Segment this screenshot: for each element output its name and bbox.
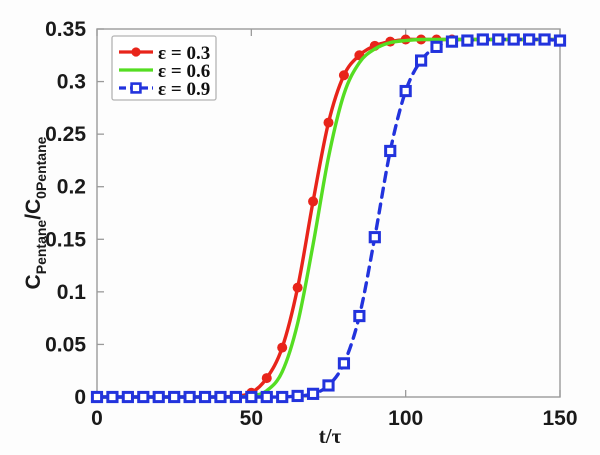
legend-entry-2: ε = 0.6 [119, 61, 210, 82]
x-axis-title: t/τ [319, 424, 342, 448]
data-point [90, 390, 104, 404]
data-point [308, 196, 319, 207]
data-point [137, 390, 150, 404]
data-point [198, 390, 212, 404]
x-axis-title-denominator: τ [332, 424, 342, 448]
data-point [415, 54, 428, 67]
data-point [229, 390, 243, 404]
data-point [538, 33, 551, 46]
legend: ε = 0.3ε = 0.6ε = 0.9 [111, 35, 217, 101]
data-point [399, 84, 412, 98]
data-point [323, 117, 334, 128]
data-point [553, 34, 567, 47]
y-tick-label: 0.05 [45, 333, 86, 356]
data-point [168, 390, 181, 404]
y-tick-label: 0.1 [57, 281, 87, 304]
data-point [337, 357, 351, 370]
data-point [368, 231, 381, 244]
series-group [90, 33, 567, 404]
data-point [507, 33, 520, 46]
y-tick-label: 0.2 [57, 176, 86, 199]
data-point [476, 33, 489, 46]
x-tick-label: 0 [91, 407, 103, 430]
y-tick-label: 0.35 [45, 18, 86, 41]
data-point [430, 40, 443, 53]
series-3 [90, 33, 567, 404]
x-tick-label: 50 [240, 407, 263, 430]
legend-entry-3: ε = 0.9 [119, 79, 210, 100]
y-tick-label: 0.25 [45, 123, 86, 146]
data-point [106, 390, 119, 404]
legend-entry-label: ε = 0.6 [158, 61, 210, 82]
svg-text:CPentane/C0Pentane: CPentane/C0Pentane [22, 136, 49, 289]
legend-marker [131, 47, 141, 57]
data-point [338, 70, 349, 81]
data-point [121, 390, 134, 404]
data-point [353, 309, 366, 323]
x-tick-label: 150 [542, 407, 577, 430]
data-point [322, 379, 335, 392]
y-tick-label: 0.3 [57, 71, 86, 94]
legend-entry-label: ε = 0.3 [158, 43, 210, 64]
data-point [523, 33, 536, 46]
y-axis-tick-labels: 0 0.05 0.1 0.15 0.2 0.25 0.3 0.35 [45, 18, 86, 409]
data-point [277, 342, 288, 353]
y-tick-label: 0.15 [45, 228, 86, 251]
data-point [183, 390, 196, 404]
svg-text:t/τ: t/τ [319, 424, 342, 448]
data-point [245, 390, 258, 404]
data-point [445, 35, 459, 48]
data-point [214, 390, 227, 404]
x-axis-tick-labels: 0 50 100 150 [91, 407, 577, 430]
data-point [291, 389, 304, 403]
y-axis-title: CPentane/C0Pentane [22, 136, 49, 289]
data-point [152, 390, 165, 404]
y-axis-ticks [97, 28, 104, 398]
legend-marker [130, 82, 142, 94]
y-axis-title-sub1: Pentane [33, 220, 49, 275]
plot-frame [96, 28, 561, 398]
data-point [492, 33, 505, 46]
legend-entry-1: ε = 0.3 [119, 43, 210, 64]
data-point [276, 390, 289, 404]
legend-entry-label: ε = 0.9 [158, 79, 210, 100]
x-tick-label: 100 [388, 407, 423, 430]
data-point [261, 373, 272, 384]
x-axis-title-numerator: t [319, 424, 326, 448]
y-tick-label: 0 [74, 386, 86, 409]
data-point [292, 282, 303, 293]
data-point [306, 387, 320, 400]
data-point [461, 34, 474, 47]
data-point [260, 390, 273, 404]
y-axis-title-sub2: 0Pentane [33, 136, 49, 198]
y-axis-title-mid: /C [22, 199, 45, 220]
y-axis-title-main: C [22, 274, 45, 289]
data-point [384, 144, 397, 158]
x-axis-title-slash: / [325, 424, 333, 448]
